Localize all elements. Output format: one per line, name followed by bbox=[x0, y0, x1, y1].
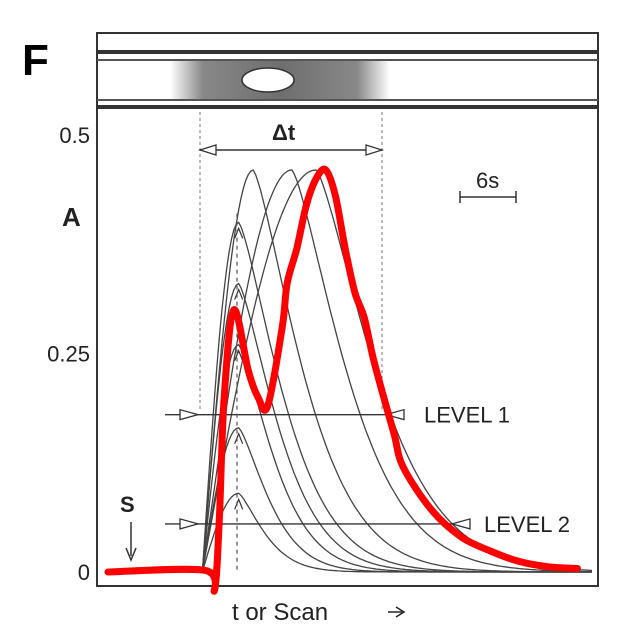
scale-bar: 6s bbox=[459, 168, 517, 203]
peak-arrow-5 bbox=[234, 226, 244, 239]
level-arrow-right-1 bbox=[383, 408, 405, 421]
peak-arrow-4 bbox=[234, 287, 244, 300]
level-arrow-right-2 bbox=[449, 518, 471, 530]
level-label-1: LEVEL 1 bbox=[424, 403, 510, 428]
level-label-2: LEVEL 2 bbox=[484, 512, 570, 537]
x-axis-arrow bbox=[388, 606, 406, 618]
panel-label: F bbox=[22, 36, 49, 85]
level-arrow-left-1 bbox=[179, 408, 201, 421]
gray-curve-6 bbox=[190, 169, 592, 573]
delta-t-label: Δt bbox=[272, 120, 296, 145]
level-lines: LEVEL 1 LEVEL 2 bbox=[165, 403, 570, 537]
gray-curve-7 bbox=[190, 169, 592, 573]
peak-arrow-3 bbox=[234, 349, 244, 361]
scan-band bbox=[97, 50, 598, 109]
plot-frame bbox=[96, 32, 599, 587]
level-arrow-left-2 bbox=[179, 518, 201, 530]
start-marker-label: S bbox=[120, 492, 135, 517]
y-axis: 0 0.25 0.5 bbox=[47, 123, 90, 585]
band-spot bbox=[241, 67, 295, 93]
y-tick-label-0.5: 0.5 bbox=[59, 123, 90, 148]
x-axis-label: t or Scan bbox=[232, 599, 328, 626]
y-axis-label: A bbox=[62, 202, 81, 232]
y-tick-label-0: 0 bbox=[78, 560, 90, 585]
gray-curve-2 bbox=[190, 427, 592, 573]
scale-bar-label: 6s bbox=[476, 168, 499, 193]
y-tick-label-0.25: 0.25 bbox=[47, 342, 90, 367]
red-series-line-1 bbox=[104, 165, 581, 595]
red-series bbox=[104, 165, 581, 595]
delta-t-annotation: Δt bbox=[197, 112, 385, 410]
start-marker: S bbox=[120, 492, 137, 562]
peak-arrow-2 bbox=[234, 432, 244, 445]
peak-arrow-1 bbox=[234, 497, 244, 510]
